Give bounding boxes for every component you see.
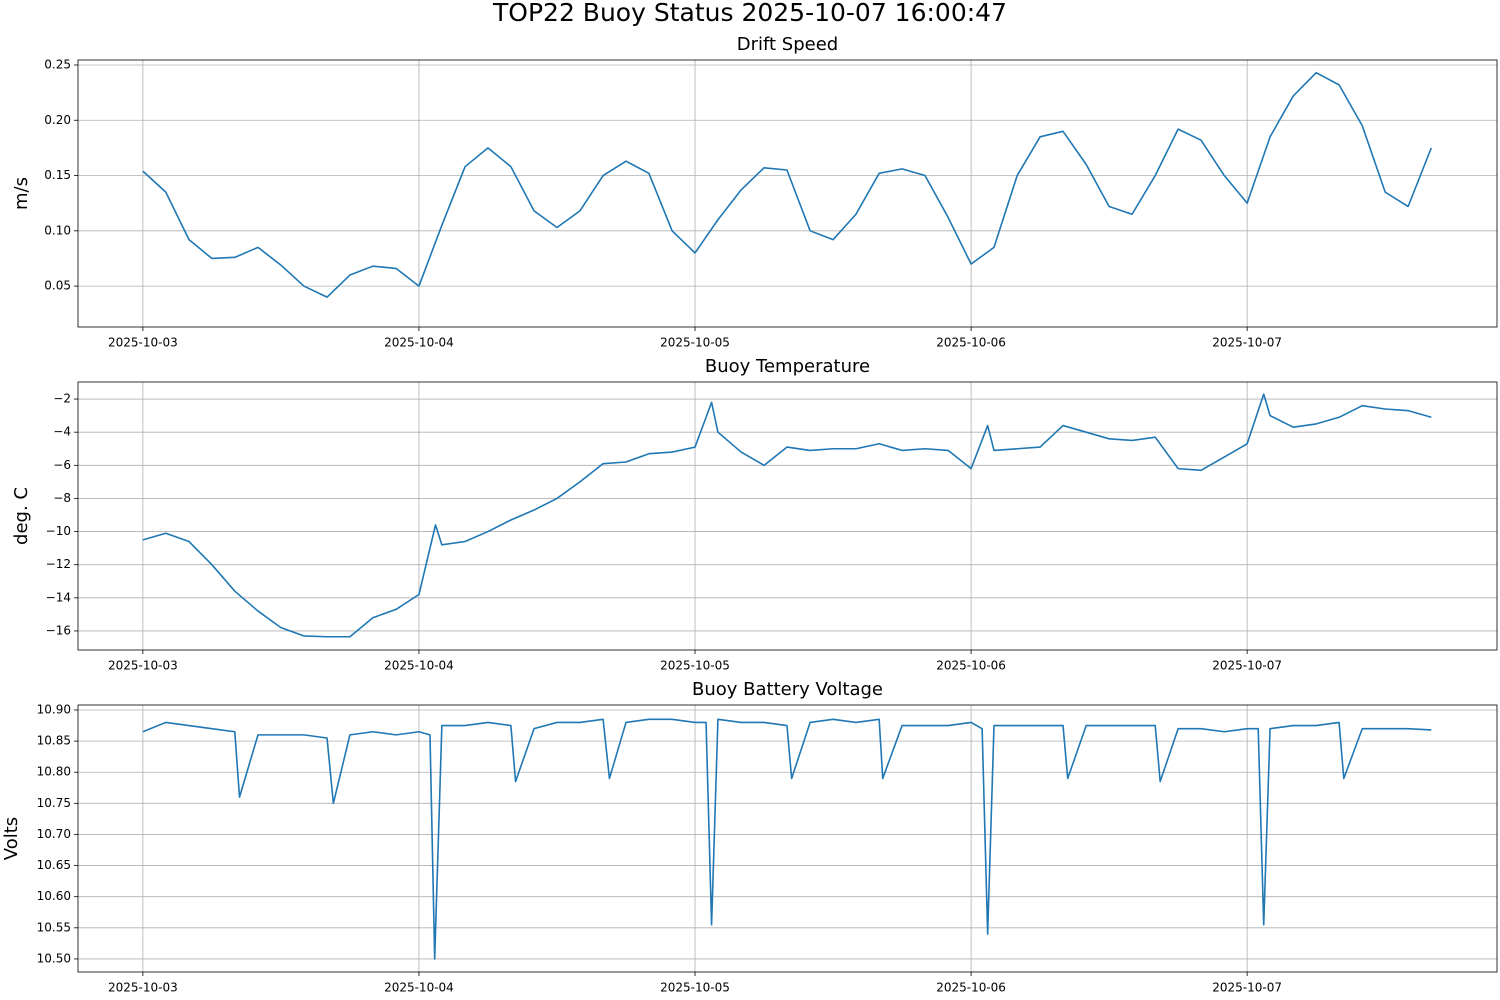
subplot-title: Buoy Temperature (705, 356, 870, 377)
x-tick-label: 2025-10-07 (1212, 981, 1282, 995)
axes-frame (77, 704, 1498, 973)
x-tick-label: 2025-10-03 (108, 981, 178, 995)
y-tick-label: 0.20 (44, 113, 71, 127)
x-tick-label: 2025-10-04 (384, 981, 454, 995)
y-tick-label: 10.70 (37, 827, 71, 841)
x-tick-label: 2025-10-07 (1212, 659, 1282, 673)
data-line (142, 71, 1433, 298)
x-tick-label: 2025-10-03 (108, 659, 178, 673)
y-tick-label: 0.15 (44, 168, 71, 182)
y-tick-label: −10 (46, 524, 71, 538)
x-tick-label: 2025-10-07 (1212, 336, 1282, 350)
subplot-title: Buoy Battery Voltage (692, 679, 883, 700)
y-tick-label: −16 (46, 623, 71, 637)
x-tick-label: 2025-10-03 (108, 336, 178, 350)
y-tick-label: 0.25 (44, 57, 71, 71)
y-tick-label: 10.85 (37, 734, 71, 748)
axes-frame (77, 59, 1498, 328)
y-tick-label: 0.10 (44, 223, 71, 237)
data-line (142, 718, 1432, 960)
y-tick-label: 10.75 (37, 796, 71, 810)
y-tick-label: −12 (46, 557, 71, 571)
x-tick-label: 2025-10-05 (660, 336, 730, 350)
figure-title: TOP22 Buoy Status 2025-10-07 16:00:47 (492, 0, 1007, 27)
y-tick-label: 10.60 (37, 889, 71, 903)
y-tick-label: −2 (53, 392, 71, 406)
y-tick-label: 10.50 (37, 951, 71, 965)
y-tick-label: 10.90 (37, 702, 71, 716)
x-tick-label: 2025-10-05 (660, 659, 730, 673)
y-tick-label: −8 (53, 491, 71, 505)
x-tick-label: 2025-10-04 (384, 659, 454, 673)
y-axis-label: Volts (1, 817, 22, 860)
x-tick-label: 2025-10-06 (936, 336, 1006, 350)
x-tick-label: 2025-10-06 (936, 659, 1006, 673)
subplot-title: Drift Speed (737, 34, 839, 55)
y-axis-label: m/s (11, 177, 32, 210)
axes-frame (77, 381, 1498, 651)
x-tick-label: 2025-10-06 (936, 981, 1006, 995)
y-tick-label: 10.55 (37, 920, 71, 934)
y-tick-label: −4 (53, 425, 71, 439)
y-tick-label: 10.80 (37, 765, 71, 779)
y-axis-label: deg. C (11, 487, 32, 545)
y-tick-label: −14 (46, 590, 71, 604)
x-tick-label: 2025-10-04 (384, 336, 454, 350)
y-tick-label: 0.05 (44, 279, 71, 293)
y-tick-label: 10.65 (37, 858, 71, 872)
y-tick-label: −6 (53, 458, 71, 472)
data-line (142, 393, 1432, 638)
x-tick-label: 2025-10-05 (660, 981, 730, 995)
